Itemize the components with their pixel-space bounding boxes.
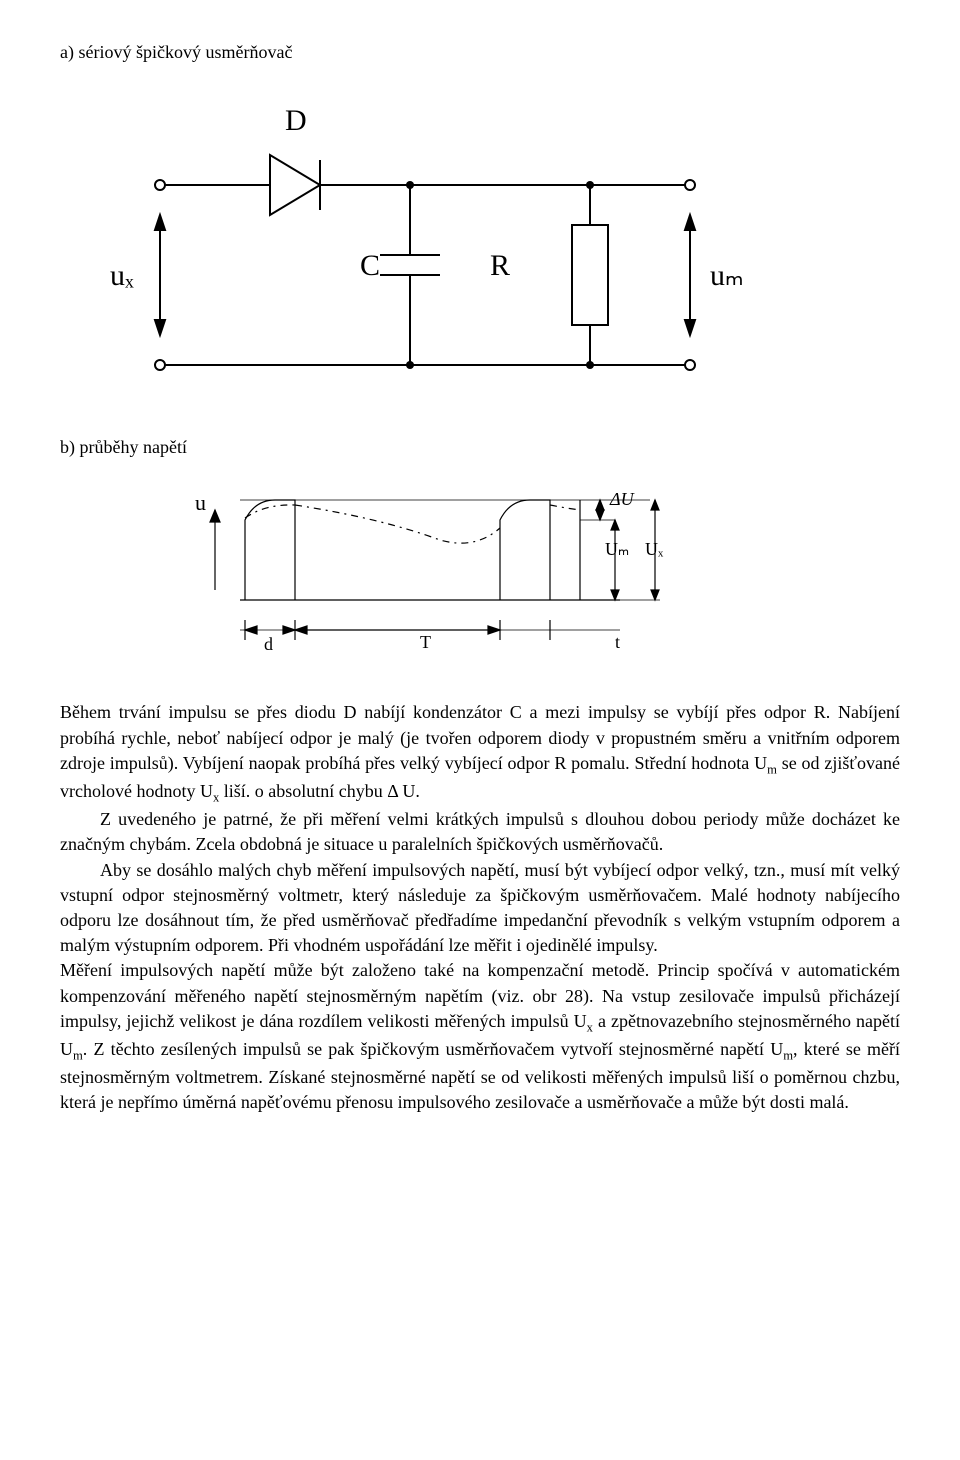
label-ux2: Uₓ [645, 539, 664, 559]
label-ux: uₓ [110, 259, 134, 292]
label-dspan: d [264, 634, 273, 654]
label-T: T [420, 632, 431, 652]
section-a-label: a) sériový špičkový usměrňovač [60, 40, 900, 65]
label-um2: Uₘ [605, 539, 629, 559]
p2: Z uvedeného je patrné, že při měření vel… [60, 809, 900, 854]
label-d: D [285, 104, 307, 137]
label-r: R [490, 249, 510, 282]
label-c: C [360, 249, 380, 282]
section-b-label: b) průběhy napětí [60, 435, 900, 460]
label-t: t [615, 632, 620, 652]
p4c: . Z těchto zesílených impulsů se pak špi… [83, 1039, 783, 1059]
waveform-diagram: u ΔU Uₘ Uₓ [60, 470, 760, 680]
p4-sub-m1: m [73, 1049, 83, 1063]
label-um: uₘ [710, 259, 744, 292]
p1c: liší. o absolutní chybu Δ U. [219, 781, 420, 801]
p4-sub-m2: m [783, 1049, 793, 1063]
label-du: ΔU [609, 489, 635, 509]
label-u: u [195, 490, 206, 515]
body-text: Během trvání impulsu se přes diodu D nab… [60, 700, 900, 1115]
p3: Aby se dosáhlo malých chyb měření impuls… [60, 860, 900, 956]
p1-sub-m: m [767, 762, 777, 776]
circuit-diagram: D C R uₓ uₘ [60, 75, 760, 405]
